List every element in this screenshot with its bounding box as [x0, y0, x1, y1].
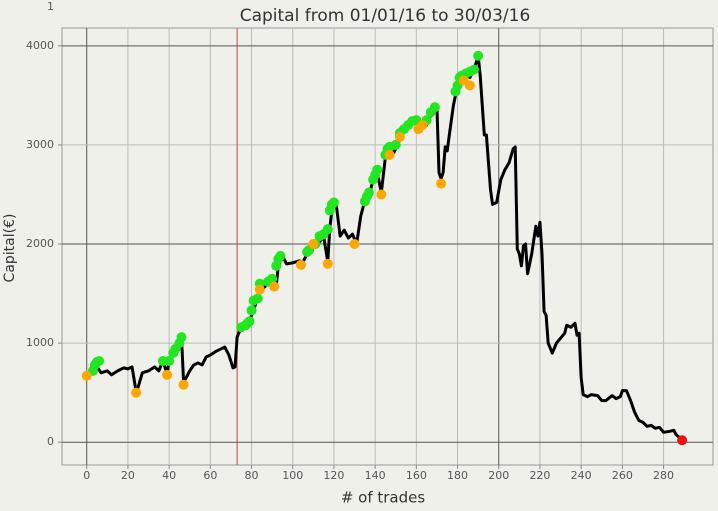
y-tick-label: 3000 [26, 138, 54, 151]
x-tick-label: 140 [365, 469, 386, 482]
x-tick-label: 180 [447, 469, 468, 482]
trade-point [176, 332, 187, 343]
plot-area [61, 27, 714, 466]
trade-point [372, 164, 383, 175]
trade-point [417, 120, 428, 131]
trade-point [164, 355, 175, 366]
trade-point [269, 281, 280, 292]
trade-point [81, 370, 92, 381]
trade-point [308, 239, 319, 250]
trade-point [394, 132, 405, 143]
trade-point [363, 187, 374, 198]
trade-point [322, 258, 333, 269]
x-tick-label: 0 [83, 469, 90, 482]
trade-point [376, 189, 387, 200]
trade-point [677, 435, 688, 446]
trade-point [349, 239, 360, 250]
x-tick-label: 260 [612, 469, 633, 482]
trade-point [328, 197, 339, 208]
x-tick-label: 80 [245, 469, 259, 482]
y-tick-label: 0 [47, 435, 54, 448]
trade-point [469, 64, 480, 75]
trade-point [254, 284, 265, 295]
trade-point [384, 149, 395, 160]
trade-point [275, 250, 286, 261]
trade-point [436, 178, 447, 189]
y-tick-label: 2000 [26, 237, 54, 250]
trade-point [429, 102, 440, 113]
x-tick-label: 100 [282, 469, 303, 482]
x-tick-label: 60 [203, 469, 217, 482]
trade-point [267, 273, 278, 284]
trade-point [178, 379, 189, 390]
trade-point [464, 80, 475, 91]
x-tick-label: 120 [323, 469, 344, 482]
trade-point [246, 305, 257, 316]
trade-point [390, 139, 401, 150]
x-tick-label: 280 [653, 469, 674, 482]
x-tick-label: 200 [488, 469, 509, 482]
trade-point [473, 50, 484, 61]
x-tick-label: 40 [162, 469, 176, 482]
y-tick-label: 1000 [26, 336, 54, 349]
x-axis-label: # of trades [341, 489, 426, 507]
trade-point [131, 387, 142, 398]
x-tick-label: 220 [529, 469, 550, 482]
chart-title: Capital from 01/01/16 to 30/03/16 [240, 6, 531, 26]
trade-point [244, 316, 255, 327]
trade-point [252, 293, 263, 304]
y-axis-label: Capital(€) [2, 214, 18, 283]
y-tick-label: 4000 [26, 39, 54, 52]
x-tick-label: 240 [571, 469, 592, 482]
x-tick-label: 20 [121, 469, 135, 482]
trade-point [94, 355, 105, 366]
trade-point [295, 259, 306, 270]
x-tick-label: 160 [406, 469, 427, 482]
trade-point [322, 224, 333, 235]
corner-label: 1 [47, 0, 54, 13]
trade-point [162, 369, 173, 380]
